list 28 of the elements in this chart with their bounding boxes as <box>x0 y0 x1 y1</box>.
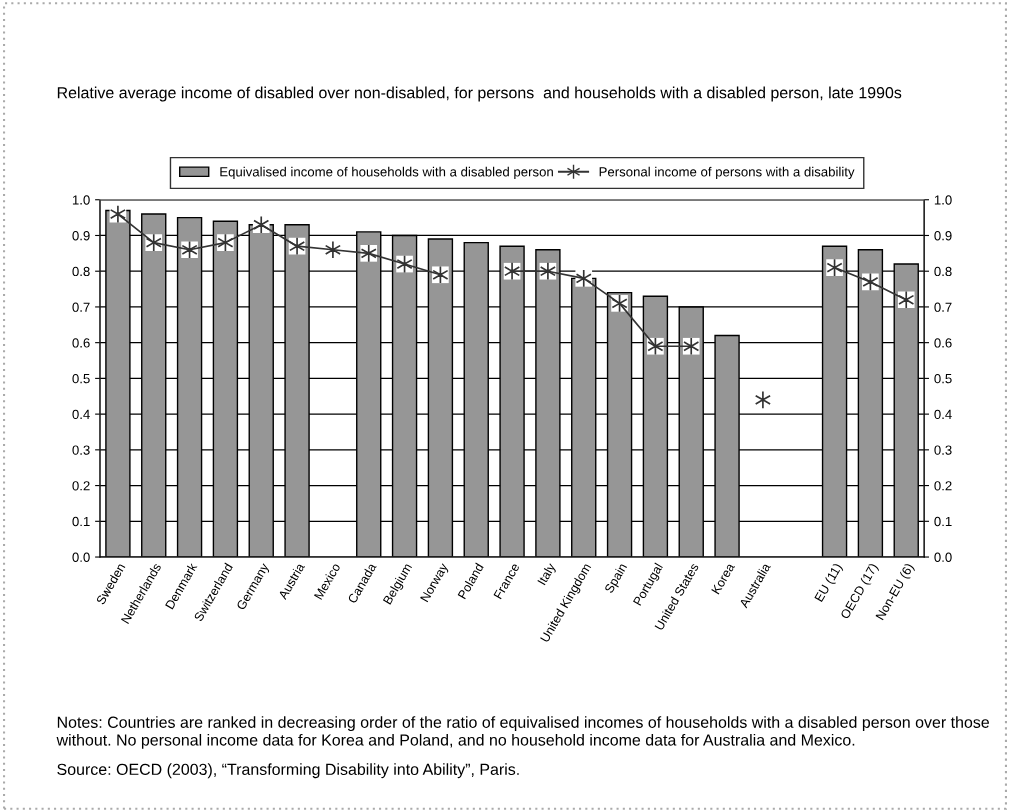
y-tick-label: 0.7 <box>72 302 90 312</box>
legend-label: Personal income of persons with a disability <box>599 166 855 180</box>
y2-tick-label: 0.0 <box>934 552 952 562</box>
source-note: Source: OECD (2003), “Transforming Disability into Ability”, Paris. <box>57 763 519 779</box>
legend-label: Equivalised income of households with a disabled person <box>220 166 553 180</box>
y-tick-label: 0.8 <box>72 266 90 277</box>
y-tick-label: 0.0 <box>72 552 90 562</box>
y2-tick-label: 1.0 <box>934 195 952 205</box>
text: Notes: Countries are ranked in decreasing order of the ratio of equivalised incomes of households with a disabled person over those without. No personal income data for Korea and Poland, and no household income data for Australia and Mexico. <box>56 716 989 749</box>
y-tick-label: 0.3 <box>72 445 90 455</box>
y2-tick-label: 0.6 <box>934 338 952 348</box>
y-tick-label: 0.6 <box>72 338 90 348</box>
y2-tick-label: 0.9 <box>934 231 952 241</box>
y2-tick-label: 0.8 <box>934 266 952 277</box>
y2-tick-label: 0.3 <box>934 445 952 455</box>
y2-tick-label: 0.4 <box>934 409 952 420</box>
y2-tick-label: 0.1 <box>934 516 952 527</box>
y-tick-label: 0.5 <box>72 373 90 384</box>
y2-tick-label: 0.2 <box>934 481 952 491</box>
y-tick-label: 0.1 <box>72 516 90 527</box>
x-tick-label: EU (11) <box>814 562 845 604</box>
chart-title: Relative average income of disabled over non-disabled, for persons and households with a disabled person, late 1990s <box>57 86 902 102</box>
y2-tick-label: 0.5 <box>934 373 952 384</box>
y-tick-label: 0.4 <box>72 409 90 420</box>
y2-tick-label: 0.7 <box>934 302 952 312</box>
y-tick-label: 0.2 <box>72 481 90 491</box>
y-tick-label: 0.9 <box>72 231 90 241</box>
y-tick-label: 1.0 <box>72 195 90 205</box>
